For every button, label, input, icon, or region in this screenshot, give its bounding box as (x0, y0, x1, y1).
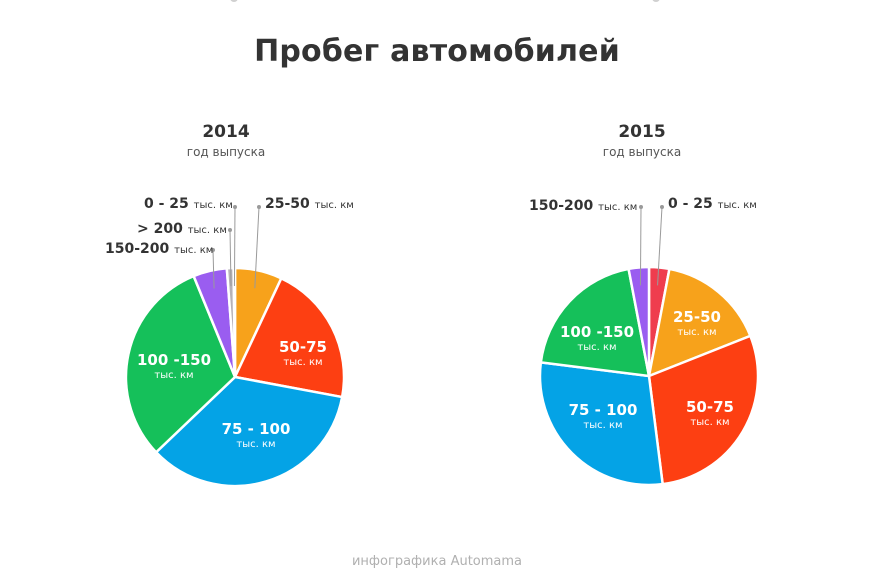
leader-line-150-200 (639, 206, 642, 286)
outside-label-unit: тыс. км (598, 202, 637, 213)
chart-header-2015: 2015 год выпуска (492, 120, 792, 160)
outside-label-150-200: 150-200 тыс. км (529, 198, 637, 214)
slice-unit-label: тыс. км (583, 420, 622, 431)
leader-dot (233, 205, 237, 209)
outside-label-range: 0 - 25 (144, 196, 194, 212)
chart-header-2014: 2014 год выпуска (76, 120, 376, 160)
pie-slice-75-100 (538, 361, 664, 487)
outside-label-25-50: 25-50 тыс. км (265, 196, 354, 212)
pie-slice-50-75 (647, 334, 760, 486)
outside-label-range: 150-200 (529, 198, 598, 214)
outside-label-unit: тыс. км (718, 200, 757, 211)
pie-slice-25-50 (647, 267, 752, 378)
leader-line-200 (229, 229, 232, 287)
slice-label-100-150: 100 -150 (560, 323, 634, 341)
top-decor-dot-left (230, 0, 238, 2)
outside-label-unit: тыс. км (315, 200, 354, 211)
top-decor-dot-right (652, 0, 660, 2)
outside-label-unit: тыс. км (194, 200, 233, 211)
outside-label-150-200: 150-200 тыс. км (105, 241, 213, 257)
leader-dot (639, 205, 643, 209)
slice-label-75-100: 75 - 100 (569, 401, 638, 419)
pie-slice-100-150 (124, 274, 237, 454)
outside-label-range: > 200 (137, 221, 188, 237)
pie-slice-100-150 (539, 267, 651, 378)
slice-unit-label: тыс. км (677, 327, 716, 338)
pie-slice-50-75 (233, 277, 346, 399)
chart-year-label: 2015 (618, 122, 666, 142)
pie-slice-75-100 (154, 375, 344, 488)
slice-label-75-100: 75 - 100 (222, 420, 291, 438)
slice-unit-label: тыс. км (283, 357, 322, 368)
leader-line-0-25 (657, 206, 663, 286)
outside-label-0-25: 0 - 25 тыс. км (668, 196, 757, 212)
slice-unit-label: тыс. км (236, 439, 275, 450)
outside-label-range: 150-200 (105, 241, 174, 257)
outside-label-range: 0 - 25 (668, 196, 718, 212)
outside-label-0-25: 0 - 25 тыс. км (144, 196, 233, 212)
slice-label-50-75: 50-75 (686, 398, 734, 416)
leader-line-150-200 (212, 249, 215, 289)
chart-subtitle: год выпуска (186, 145, 266, 159)
leader-dot (228, 228, 232, 232)
footer-credit: инфографика Automama (351, 554, 523, 569)
leader-dot (211, 248, 215, 252)
outside-label-200: > 200 тыс. км (137, 221, 227, 237)
leader-dot (257, 205, 261, 209)
slice-label-25-50: 25-50 (673, 308, 721, 326)
pie-slice-150-200 (627, 265, 651, 378)
slice-label-100-150: 100 -150 (137, 351, 211, 369)
chart-year-label: 2014 (202, 122, 250, 142)
leader-line-25-50 (254, 206, 260, 289)
leader-dot (660, 205, 664, 209)
leader-line-0-25 (233, 206, 236, 287)
page-title: Пробег автомобилей (254, 34, 620, 69)
slice-unit-label: тыс. км (690, 417, 729, 428)
outside-label-range: 25-50 (265, 196, 315, 212)
outside-label-unit: тыс. км (174, 245, 213, 256)
slice-unit-label: тыс. км (577, 342, 616, 353)
slice-label-50-75: 50-75 (279, 338, 327, 356)
slice-unit-label: тыс. км (154, 370, 193, 381)
outside-label-unit: тыс. км (188, 225, 227, 236)
chart-subtitle: год выпуска (602, 145, 682, 159)
